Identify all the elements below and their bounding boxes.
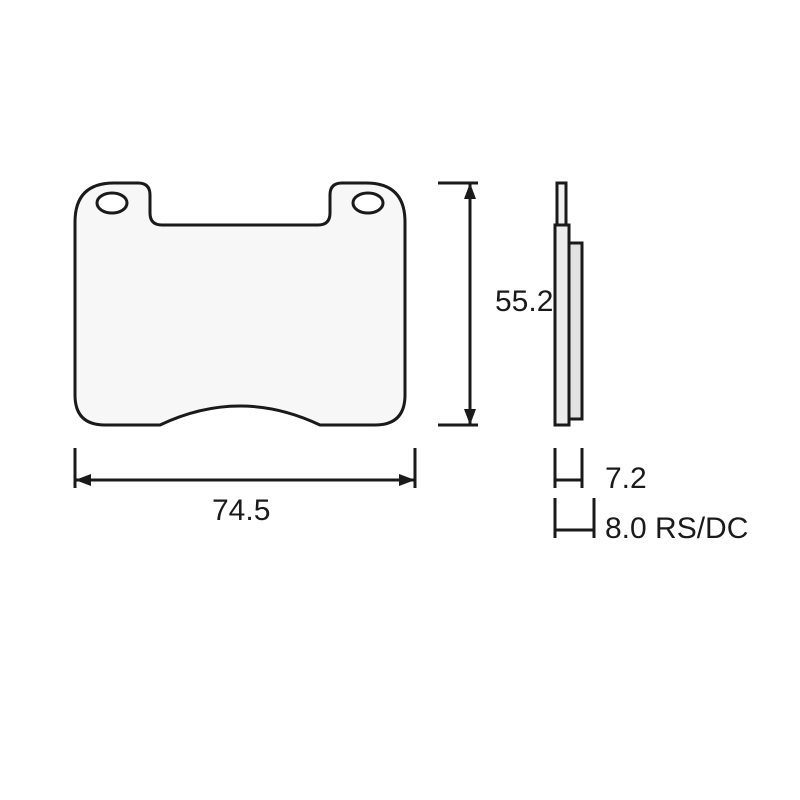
side-view	[545, 165, 605, 465]
side-tab	[557, 183, 566, 225]
dim-width-label: 74.5	[212, 494, 270, 528]
dim-thick2-label: 8.0 RS/DC	[605, 512, 748, 546]
dim-height	[438, 168, 498, 468]
mounting-hole-left	[97, 193, 127, 213]
drawing-canvas: 74.5 55.2 7.2 8.0 RS/DC	[0, 0, 800, 800]
front-view	[60, 165, 440, 465]
pad-outline	[75, 183, 405, 425]
mounting-hole-right	[353, 193, 383, 213]
side-backplate	[555, 225, 569, 425]
dim-thick1-label: 7.2	[605, 462, 647, 496]
dim-height-label: 55.2	[495, 285, 553, 319]
side-friction	[569, 243, 582, 419]
